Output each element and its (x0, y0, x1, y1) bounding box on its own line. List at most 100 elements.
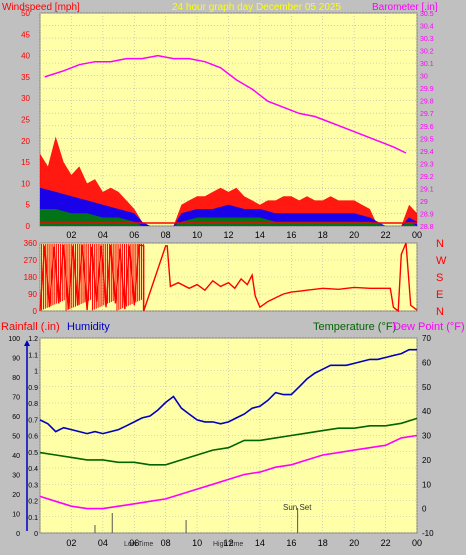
temperature-tick-label: 40 (422, 407, 431, 416)
rainfall-axis-title: Rainfall (.in) (1, 321, 60, 333)
humidity-tick-label: 50 (12, 434, 20, 441)
humidity-tick-label: 30 (12, 473, 20, 480)
wind-direction-tick-label: 180 (24, 273, 38, 282)
rainfall-tick-label: 0.2 (28, 499, 38, 506)
barometer-tick-label: 30.4 (420, 24, 434, 31)
graph-date-title: 24 hour graph day December 05 2025 (172, 2, 341, 13)
humidity-tick-label: 60 (12, 414, 20, 421)
wind-direction-series (39, 242, 418, 313)
rainfall-tick-label: 1.1 (28, 352, 38, 359)
wind-barometer-grid (39, 12, 418, 227)
rainfall-tick-label: 0.3 (28, 482, 38, 489)
windspeed-tick-label: 0 (26, 222, 31, 231)
humidity-hour-label: 16 (286, 538, 296, 548)
windspeed-tick-label: 35 (21, 73, 30, 82)
humidity-axis-title: Humidity (67, 321, 110, 333)
rainfall-tick-label: 0.6 (28, 434, 38, 441)
humidity-tick-label: 70 (12, 395, 20, 402)
windspeed-tick-label: 10 (21, 179, 30, 188)
temperature-tick-label: 70 (422, 334, 431, 343)
rainfall-tick-label: 0.8 (28, 401, 38, 408)
rainfall-tick-label: 0.7 (28, 417, 38, 424)
barometer-tick-label: 29.1 (420, 186, 434, 193)
wind-hour-label: 20 (349, 230, 359, 240)
windspeed-tick-label: 45 (21, 30, 30, 39)
wind-hour-label: 16 (286, 230, 296, 240)
humidity-hour-label: 20 (349, 538, 359, 548)
wind-direction-line (39, 242, 418, 313)
barometer-tick-label: 30.1 (420, 61, 434, 68)
humidity-temperature-hour-labels: 02 04 06 08 10 12 14 16 18 20 22 00 (66, 538, 422, 548)
wind-hour-label: 06 (129, 230, 139, 240)
barometer-tick-labels: 30.5 30.4 30.3 30.2 30.1 30 29.9 29.8 29.7 29.6 29… (420, 11, 434, 231)
barometer-tick-label: 30.5 (420, 11, 434, 18)
barometer-tick-label: 30.2 (420, 49, 434, 56)
wind-hour-label: 02 (66, 230, 76, 240)
compass-label: N (436, 238, 444, 250)
humidity-tick-label: 100 (8, 336, 20, 343)
rainfall-tick-label: 1.2 (28, 336, 38, 343)
dew-point-line (39, 434, 418, 510)
humidity-hour-label: 00 (412, 538, 422, 548)
wind-hour-label: 12 (223, 230, 233, 240)
wind-hour-label: 22 (381, 230, 391, 240)
barometer-tick-label: 28.9 (420, 211, 434, 218)
dew-point-axis-title: Dew Point (°F) (393, 321, 465, 333)
barometer-tick-label: 29.4 (420, 149, 434, 156)
temperature-tick-labels: 70 60 50 40 30 20 10 0 -10 (422, 334, 434, 538)
wind-hour-label: 08 (161, 230, 171, 240)
barometer-tick-label: 30 (420, 74, 428, 81)
wind-direction-tick-label: 360 (24, 239, 38, 248)
wind-hour-label: 14 (255, 230, 265, 240)
rainfall-tick-label: 0.4 (28, 466, 38, 473)
rainfall-tick-labels: 1.2 1.1 1 0.9 0.8 0.7 0.6 0.5 0.4 0.3 0.2 0.1 0 (28, 336, 38, 538)
humidity-hour-label: 04 (98, 538, 108, 548)
temperature-tick-label: 30 (422, 432, 431, 441)
humidity-tick-label: 80 (12, 375, 20, 382)
rainfall-tick-label: 0.1 (28, 515, 38, 522)
barometer-tick-label: 29.7 (420, 111, 434, 118)
windspeed-tick-label: 50 (21, 9, 30, 18)
humidity-hour-label: 02 (66, 538, 76, 548)
wind-direction-tick-label: 90 (28, 290, 37, 299)
barometer-tick-label: 29.8 (420, 99, 434, 106)
windspeed-tick-label: 25 (21, 116, 30, 125)
barometer-tick-label: 30.3 (420, 36, 434, 43)
sunset-marker-label: Sun Set (283, 503, 312, 512)
humidity-hour-label: 14 (255, 538, 265, 548)
rainfall-tick-label: 0 (34, 531, 38, 538)
windspeed-tick-label: 30 (21, 94, 30, 103)
humidity-hour-label: 08 (161, 538, 171, 548)
rainfall-tick-label: 1 (34, 369, 38, 376)
compass-label: W (436, 255, 447, 267)
humidity-temperature-panel: Low Time High Time Sun Set 1009080706050… (8, 334, 434, 548)
windspeed-tick-label: 20 (21, 137, 30, 146)
windspeed-tick-label: 5 (26, 201, 31, 210)
humidity-line (39, 348, 417, 435)
wind-hour-label: 18 (318, 230, 328, 240)
windspeed-area (40, 136, 417, 226)
temperature-tick-label: 60 (422, 358, 431, 367)
calm-area (40, 209, 417, 226)
temperature-tick-label: 50 (422, 383, 431, 392)
humidity-hour-label: 06 (129, 538, 139, 548)
barometer-tick-label: 29.3 (420, 161, 434, 168)
barometer-line (44, 54, 407, 154)
humidity-tick-label: 0 (16, 531, 20, 538)
rainfall-tick-label: 0.5 (28, 450, 38, 457)
wind-direction-tick-label: 270 (24, 256, 38, 265)
humidity-tick-label: 90 (12, 356, 20, 363)
barometer-tick-label: 29.2 (420, 174, 434, 181)
humidity-hour-label: 10 (192, 538, 202, 548)
humidity-hour-label: 12 (223, 538, 233, 548)
high-marker-label: High (213, 541, 228, 548)
barometer-tick-label: 28.8 (420, 224, 434, 231)
wind-hour-label: 04 (98, 230, 108, 240)
barometer-tick-label: 29 (420, 199, 428, 206)
compass-label: E (436, 289, 443, 301)
wind-hour-label: 10 (192, 230, 202, 240)
